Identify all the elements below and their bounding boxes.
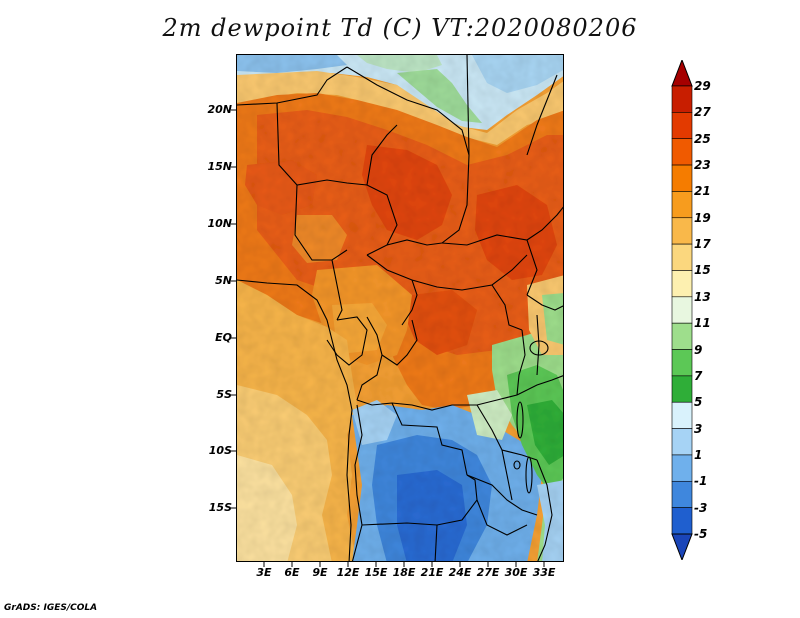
colorbar-label: 17 [694,237,711,252]
lon-label-12e: 12E [336,566,360,579]
colorbar-label: 23 [694,158,711,173]
country-borders [237,55,563,561]
colorbar-segment [671,375,693,403]
colorbar-label: 27 [694,105,711,120]
lon-label-18e: 18E [392,566,416,579]
lat-label-15n: 15N [207,160,232,173]
colorbar-segment [671,322,693,350]
lon-label-24e: 24E [448,566,472,579]
colorbar-label: 7 [694,368,703,383]
colorbar-segment [671,243,693,271]
lon-label-9e: 9E [312,566,328,579]
lon-label-6e: 6E [284,566,300,579]
colorbar-segment [671,454,693,482]
lon-label-15e: 15E [364,566,388,579]
lat-label-10s: 10S [208,444,232,457]
lat-label-15s: 15S [208,501,232,514]
colorbar-segment [671,507,693,535]
colorbar-label: 1 [694,447,703,462]
lon-label-3e: 3E [256,566,272,579]
lat-ticks [231,109,236,509]
colorbar-label: 19 [694,210,711,225]
colorbar-label: 5 [694,395,703,410]
colorbar-label: 25 [694,131,711,146]
lon-label-30e: 30E [504,566,528,579]
colorbar-segment [671,480,693,508]
colorbar-label: 13 [694,289,711,304]
grads-credit: GrADS: IGES/COLA [4,603,98,613]
colorbar-segment [671,428,693,456]
colorbar-segment [671,401,693,429]
lat-label-5s: 5S [216,388,232,401]
colorbar-label: 21 [694,184,711,199]
lat-label-5n: 5N [215,274,232,287]
colorbar-label: -5 [694,527,708,541]
colorbar-top-arrow [671,60,693,87]
colorbar [671,60,693,560]
colorbar-segment [671,270,693,298]
lat-label-10n: 10N [207,217,232,230]
colorbar-segment [671,85,693,113]
colorbar-label: 9 [694,342,703,357]
colorbar-segment [671,138,693,166]
colorbar-label: 11 [694,316,711,331]
lon-label-27e: 27E [476,566,500,579]
colorbar-segment [671,217,693,245]
colorbar-segment [671,112,693,140]
colorbar-label: 3 [694,421,703,436]
colorbar-segment [671,296,693,324]
map-plot-area [236,54,564,562]
colorbar-segment [671,349,693,377]
lat-label-20n: 20N [207,103,232,116]
colorbar-label: -1 [694,474,708,489]
colorbar-segment [671,191,693,219]
lat-label-eq: EQ [215,331,232,344]
colorbar-bottom-arrow [671,533,693,560]
colorbar-label: 29 [694,79,711,93]
lon-label-33e: 33E [532,566,556,579]
lon-label-21e: 21E [420,566,444,579]
colorbar-label: 15 [694,263,711,278]
lon-ticks [263,562,545,567]
colorbar-segment [671,164,693,192]
map-title: 2m dewpoint Td (C) VT:2020080206 [162,14,638,42]
colorbar-label: -3 [694,500,708,515]
dewpoint-field [237,55,563,561]
